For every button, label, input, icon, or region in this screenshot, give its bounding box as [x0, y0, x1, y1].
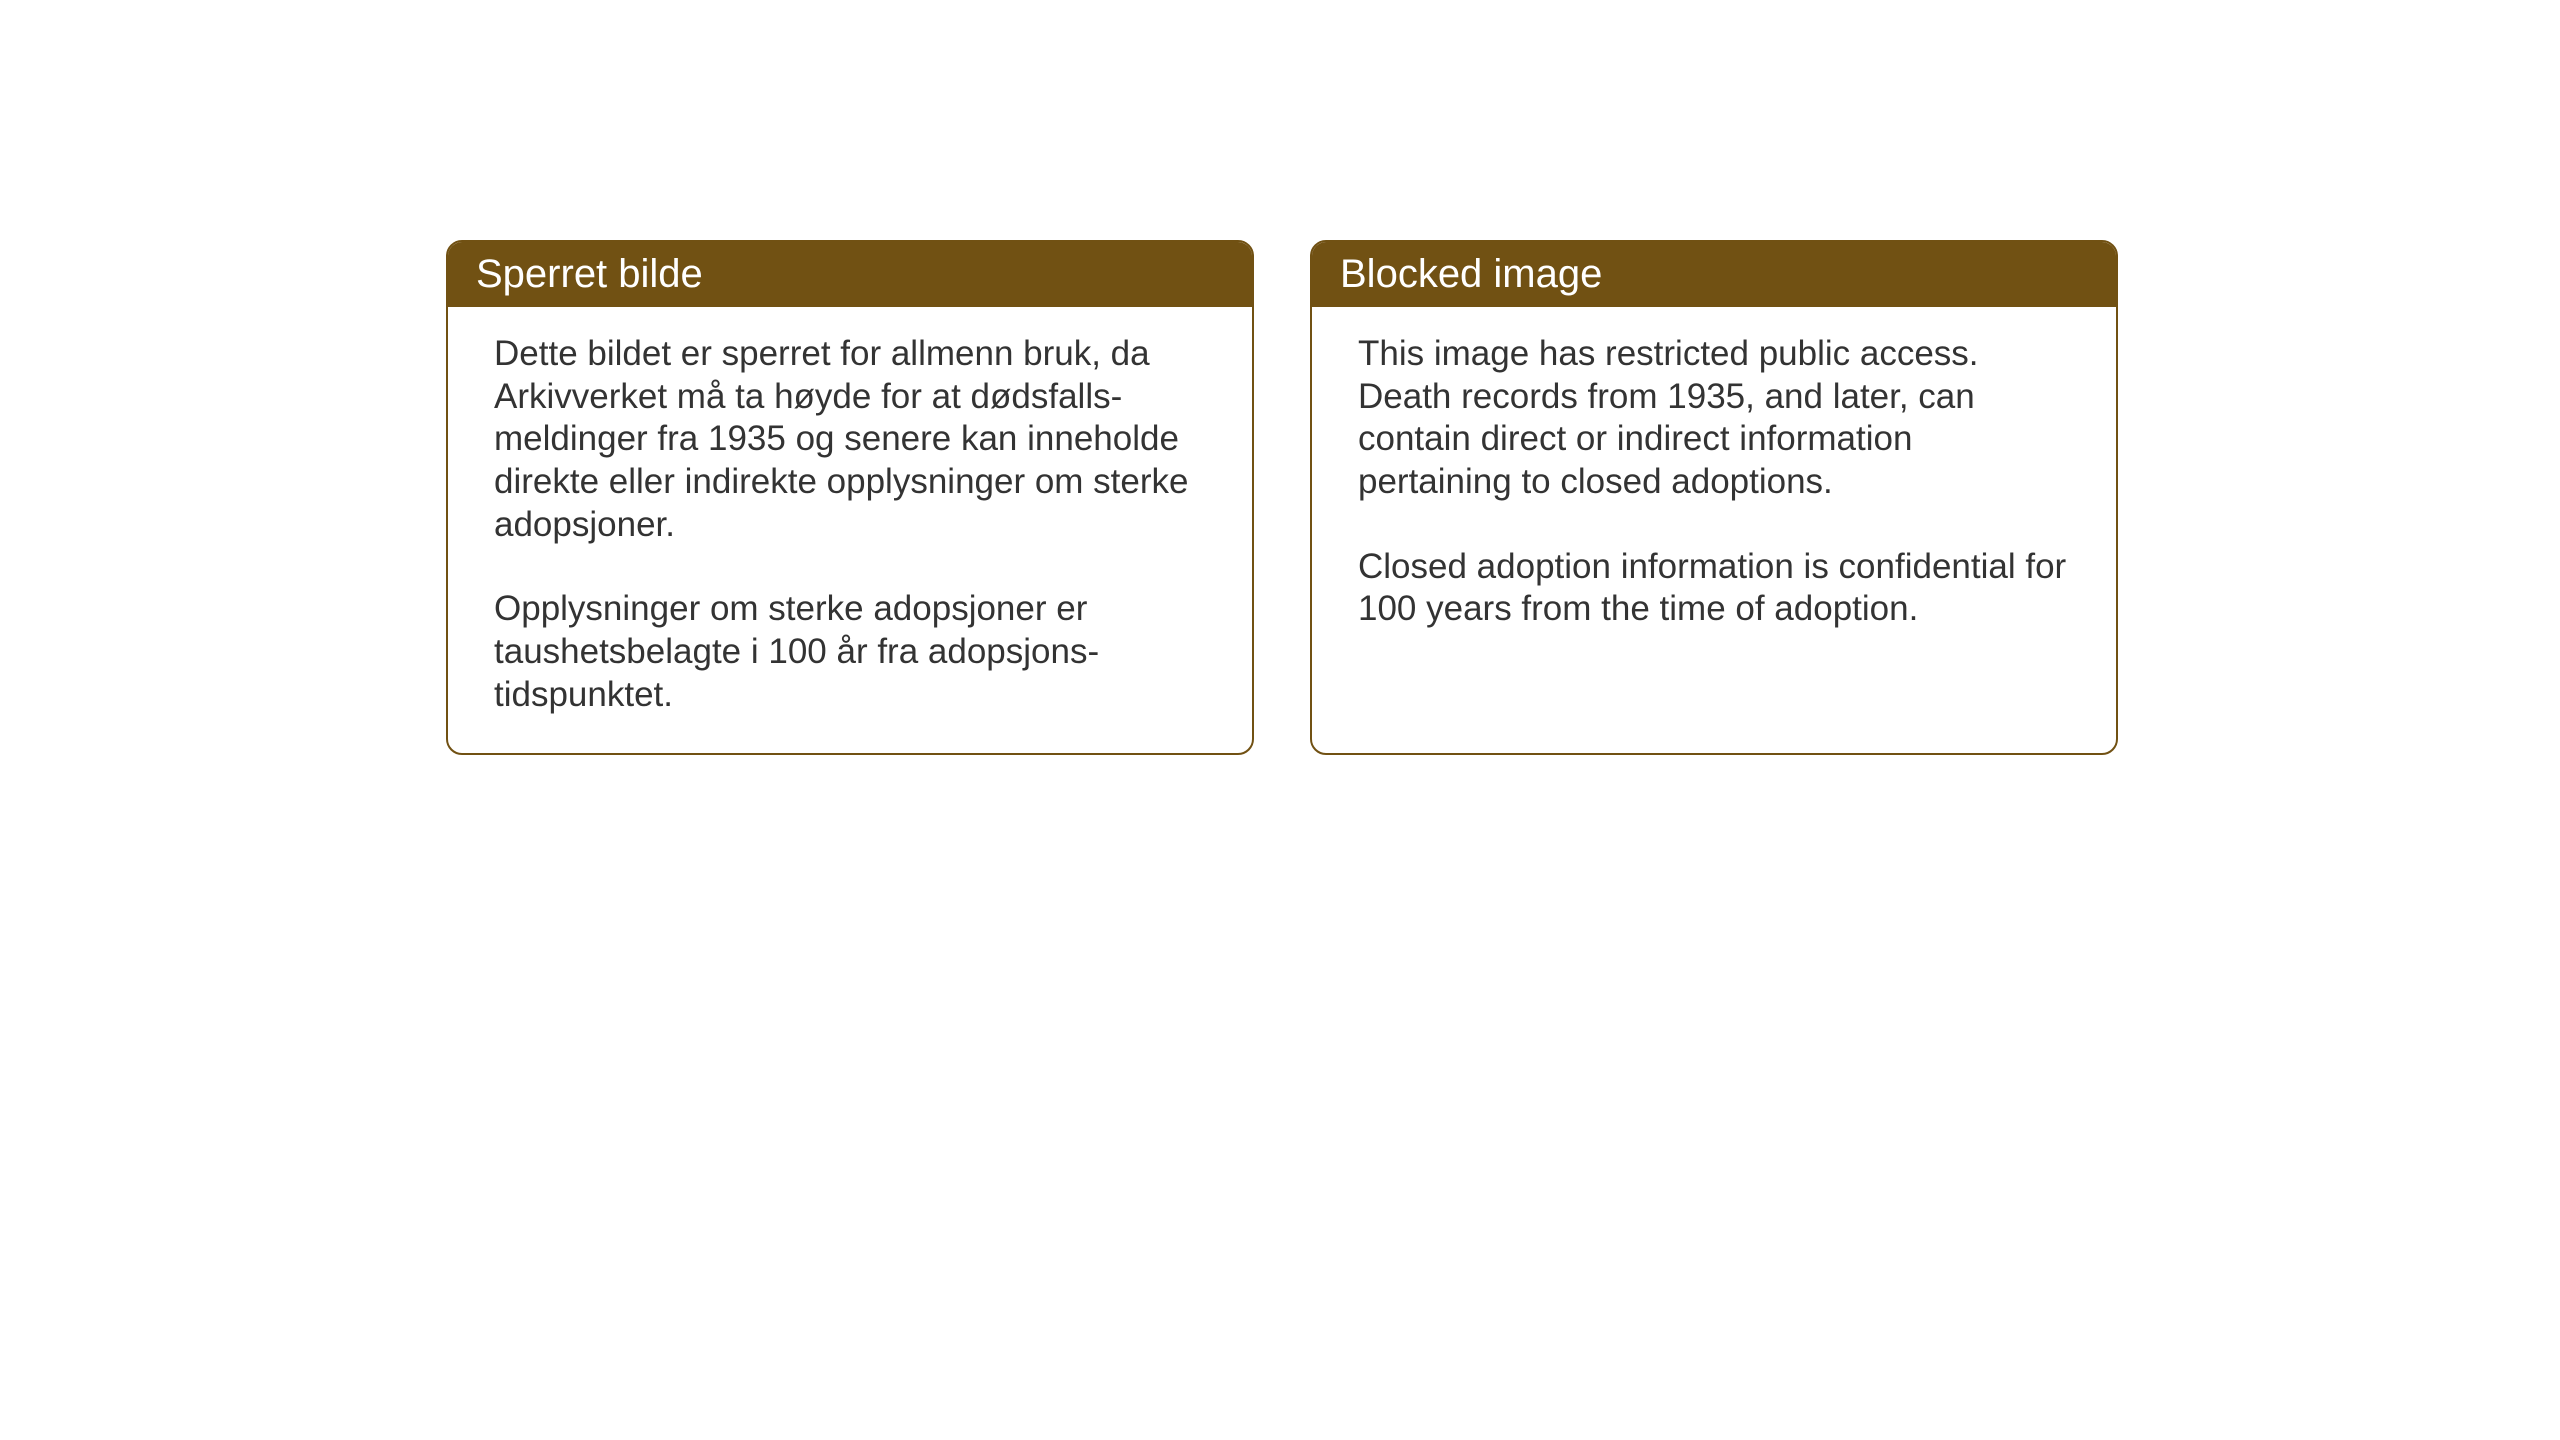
card-paragraph: This image has restricted public access.… — [1358, 333, 2070, 504]
card-norwegian: Sperret bilde Dette bildet er sperret fo… — [446, 240, 1254, 755]
card-body-norwegian: Dette bildet er sperret for allmenn bruk… — [448, 307, 1252, 753]
card-paragraph: Dette bildet er sperret for allmenn bruk… — [494, 333, 1206, 546]
card-header-english: Blocked image — [1312, 242, 2116, 307]
card-title: Sperret bilde — [476, 252, 703, 296]
card-title: Blocked image — [1340, 252, 1602, 296]
card-paragraph: Closed adoption information is confident… — [1358, 546, 2070, 631]
card-header-norwegian: Sperret bilde — [448, 242, 1252, 307]
card-paragraph: Opplysninger om sterke adopsjoner er tau… — [494, 588, 1206, 716]
cards-container: Sperret bilde Dette bildet er sperret fo… — [446, 240, 2118, 755]
card-english: Blocked image This image has restricted … — [1310, 240, 2118, 755]
card-body-english: This image has restricted public access.… — [1312, 307, 2116, 667]
